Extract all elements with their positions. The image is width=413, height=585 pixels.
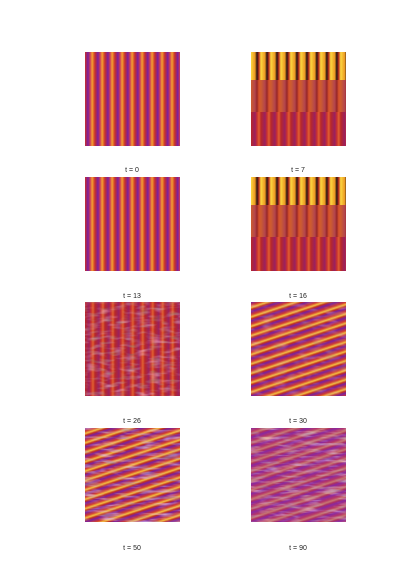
panel-label: t = 0 <box>125 167 139 174</box>
panel-image <box>85 302 180 396</box>
panel-image <box>251 428 346 522</box>
panel-image <box>251 52 346 146</box>
panel-label: t = 30 <box>289 418 307 425</box>
panel-label: t = 90 <box>289 545 307 552</box>
panel-label: t = 16 <box>289 293 307 300</box>
panel-image <box>85 428 180 522</box>
panel-image <box>251 177 346 271</box>
panel-label: t = 26 <box>123 418 141 425</box>
panel-label: t = 13 <box>123 293 141 300</box>
panel-image <box>85 177 180 271</box>
panel-image <box>251 302 346 396</box>
panel-image <box>85 52 180 146</box>
panel-label: t = 50 <box>123 545 141 552</box>
panel-label: t = 7 <box>291 167 305 174</box>
